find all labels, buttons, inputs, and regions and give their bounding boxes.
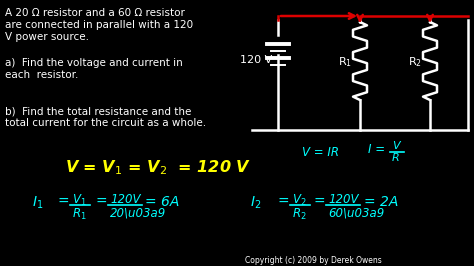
Text: R$_1$: R$_1$ <box>338 55 352 69</box>
Text: I =: I = <box>368 143 385 156</box>
Text: V: V <box>392 141 400 151</box>
Text: V$_2$: V$_2$ <box>292 193 307 208</box>
Text: a)  Find the voltage and current in: a) Find the voltage and current in <box>5 58 183 68</box>
Text: V = V$_1$ = V$_2$  = 120 V: V = V$_1$ = V$_2$ = 120 V <box>65 158 251 177</box>
Text: = 2A: = 2A <box>364 195 398 209</box>
Text: 120V: 120V <box>328 193 358 206</box>
Text: R$_2$: R$_2$ <box>292 207 307 222</box>
Text: =: = <box>278 195 290 209</box>
Text: = 6A: = 6A <box>145 195 179 209</box>
Text: I$_2$: I$_2$ <box>250 195 262 211</box>
Text: =: = <box>58 195 70 209</box>
Text: Copyright (c) 2009 by Derek Owens: Copyright (c) 2009 by Derek Owens <box>245 256 382 265</box>
Text: =: = <box>314 195 326 209</box>
Text: R: R <box>392 153 400 163</box>
Text: total current for the circuit as a whole.: total current for the circuit as a whole… <box>5 118 206 128</box>
Text: 120 V: 120 V <box>240 55 272 65</box>
Text: I$_1$: I$_1$ <box>32 195 44 211</box>
Text: 20\u03a9: 20\u03a9 <box>110 207 166 220</box>
Text: 60\u03a9: 60\u03a9 <box>328 207 384 220</box>
Text: V$_1$: V$_1$ <box>72 193 87 208</box>
Text: b)  Find the total resistance and the: b) Find the total resistance and the <box>5 106 191 116</box>
Text: R$_1$: R$_1$ <box>72 207 87 222</box>
Text: V = IR: V = IR <box>302 146 339 159</box>
Text: 120V: 120V <box>110 193 140 206</box>
Text: R$_2$: R$_2$ <box>408 55 422 69</box>
Text: are connected in parallel with a 120: are connected in parallel with a 120 <box>5 20 193 30</box>
Text: V power source.: V power source. <box>5 32 89 42</box>
Text: A 20 Ω resistor and a 60 Ω resistor: A 20 Ω resistor and a 60 Ω resistor <box>5 8 185 18</box>
Text: =: = <box>96 195 108 209</box>
Text: each  resistor.: each resistor. <box>5 70 78 80</box>
